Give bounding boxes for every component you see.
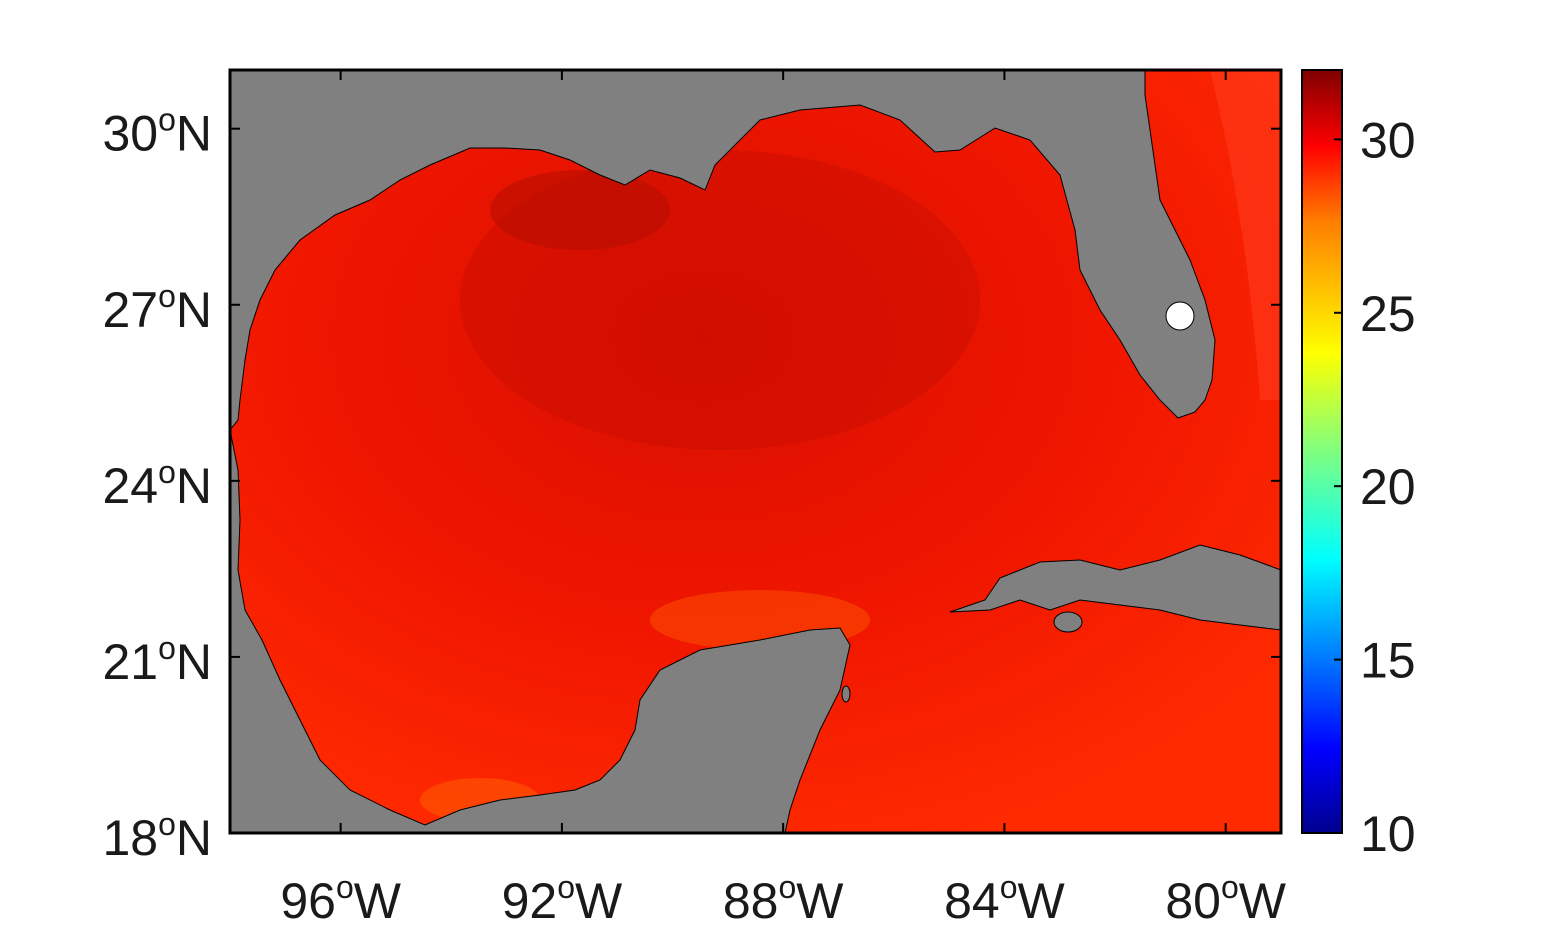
- lon-tick-label: 96oW: [280, 869, 401, 929]
- lon-tick-label: 92oW: [502, 869, 623, 929]
- land-isla-juventud: [1053, 611, 1083, 633]
- colorbar-gradient: [1301, 69, 1343, 834]
- land-cozumel: [841, 685, 851, 703]
- colorbar-tick-label: 10: [1360, 806, 1416, 862]
- x-tick-marks: [339, 70, 1227, 833]
- colorbar-tick-label: 20: [1360, 459, 1416, 515]
- colorbar-tick-label: 25: [1360, 286, 1416, 342]
- longitude-tick-labels: 96oW 92oW 88oW 84oW 80oW: [280, 869, 1286, 929]
- land-mexico-west: [230, 429, 851, 833]
- lon-tick-label: 88oW: [723, 869, 844, 929]
- gulf-stream: [1210, 70, 1281, 400]
- lake-okeechobee: [1165, 301, 1195, 331]
- lon-tick-label: 84oW: [944, 869, 1065, 929]
- map-axes: 30oN 27oN 24oN 21oN 18oN 96oW 92oW 88oW 84oW 80o…: [102, 68, 1287, 929]
- lat-tick-label: 30oN: [102, 102, 212, 162]
- colorbar-tick-label: 15: [1360, 633, 1416, 689]
- latitude-tick-labels: 30oN 27oN 24oN 21oN 18oN: [102, 102, 212, 866]
- lat-tick-label: 18oN: [102, 806, 212, 866]
- land-us-gulf-coast: [230, 70, 1216, 431]
- colorbar-tick-label: 30: [1360, 112, 1416, 168]
- colorbar: 30 25 20 15 10: [1301, 69, 1416, 862]
- lon-tick-label: 80oW: [1165, 869, 1286, 929]
- warm-patch: [490, 170, 670, 250]
- lat-tick-label: 27oN: [102, 278, 212, 338]
- land-cuba: [949, 544, 1281, 631]
- colorbar-ticks: 30 25 20 15 10: [1334, 112, 1416, 862]
- lat-tick-label: 24oN: [102, 454, 212, 514]
- map-frame: [228, 68, 1283, 835]
- y-tick-marks: [230, 127, 1281, 834]
- lat-tick-label: 21oN: [102, 630, 212, 690]
